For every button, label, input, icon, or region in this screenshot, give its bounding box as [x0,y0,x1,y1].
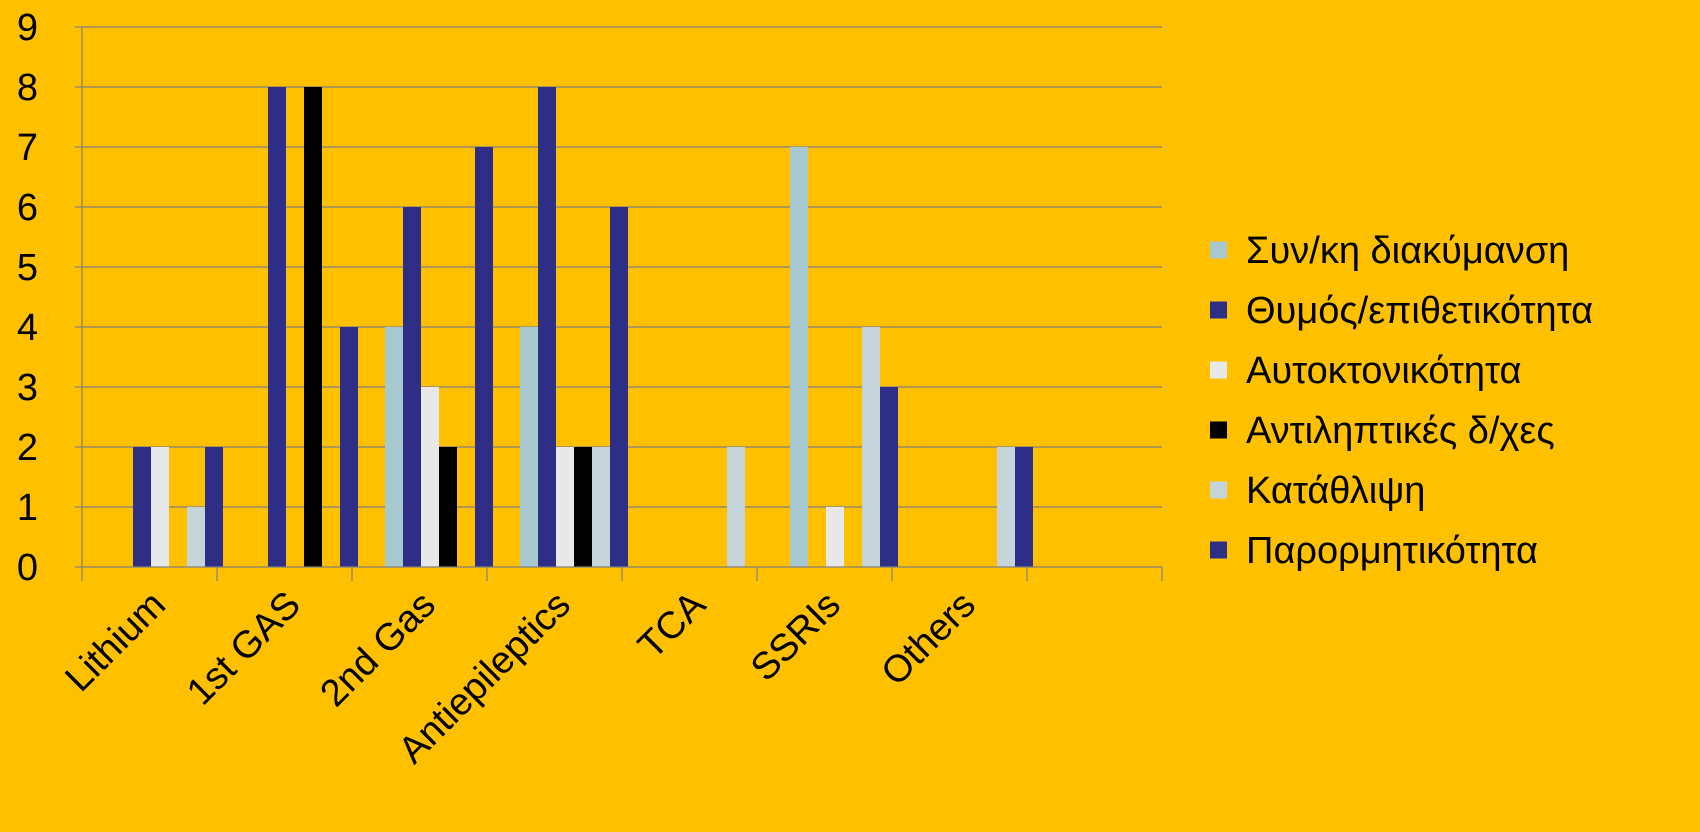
bar [439,447,457,567]
bar [862,327,880,567]
y-tick-labels: 0 1 2 3 4 5 6 7 8 9 [17,7,38,589]
legend-swatch [1210,241,1227,259]
legend-swatch [1210,361,1227,379]
y-tick-label: 7 [17,127,38,169]
x-tick-label: Lithium [58,584,174,700]
x-tick-label: 2nd Gas [313,584,444,715]
legend-swatch [1210,301,1227,319]
y-tick-label: 6 [17,187,38,229]
y-tick-label: 5 [17,247,38,289]
bar [403,207,421,567]
x-tick-label: TCA [630,583,714,667]
x-tick-label: SSRIs [743,584,849,690]
bar [268,87,286,567]
bar [610,207,628,567]
bar [727,447,745,567]
legend-label: Θυμός/επιθετικότητα [1246,290,1593,332]
legend-label: Κατάθλιψη [1246,470,1425,512]
bar [151,447,169,567]
bar [205,447,223,567]
y-tick-label: 3 [17,367,38,409]
legend: Συν/κη διακύμανση Θυμός/επιθετικότητα Αυτο… [1210,230,1593,572]
bar [538,87,556,567]
bar [556,447,574,567]
legend-swatch [1210,541,1227,559]
bar [826,507,844,567]
y-tick-label: 4 [17,307,38,349]
legend-label: Συν/κη διακύμανση [1246,230,1569,272]
x-tick-label: 1st GAS [179,584,309,714]
bar [133,447,151,567]
bar [574,447,592,567]
axes [75,26,1163,581]
bar [520,327,538,567]
y-tick-label: 9 [17,7,38,49]
legend-swatch [1210,481,1227,499]
bar [790,147,808,567]
y-tick-label: 2 [17,427,38,469]
bar [475,147,493,567]
bar [304,87,322,567]
legend-label: Παρορμητικότητα [1246,530,1538,572]
y-tick-label: 0 [17,547,38,589]
y-tick-label: 1 [17,487,38,529]
legend-label: Αυτοκτονικότητα [1246,350,1522,392]
bar [187,507,205,567]
x-tick-label: Others [874,584,984,694]
bar [880,387,898,567]
bars [133,87,1033,567]
bar [385,327,403,567]
legend-swatch [1210,421,1227,439]
y-tick-label: 8 [17,67,38,109]
bar [1015,447,1033,567]
bar [592,447,610,567]
legend-label: Αντιληπτικές δ/χες [1246,410,1555,452]
bar [997,447,1015,567]
bar [421,387,439,567]
bar [340,327,358,567]
